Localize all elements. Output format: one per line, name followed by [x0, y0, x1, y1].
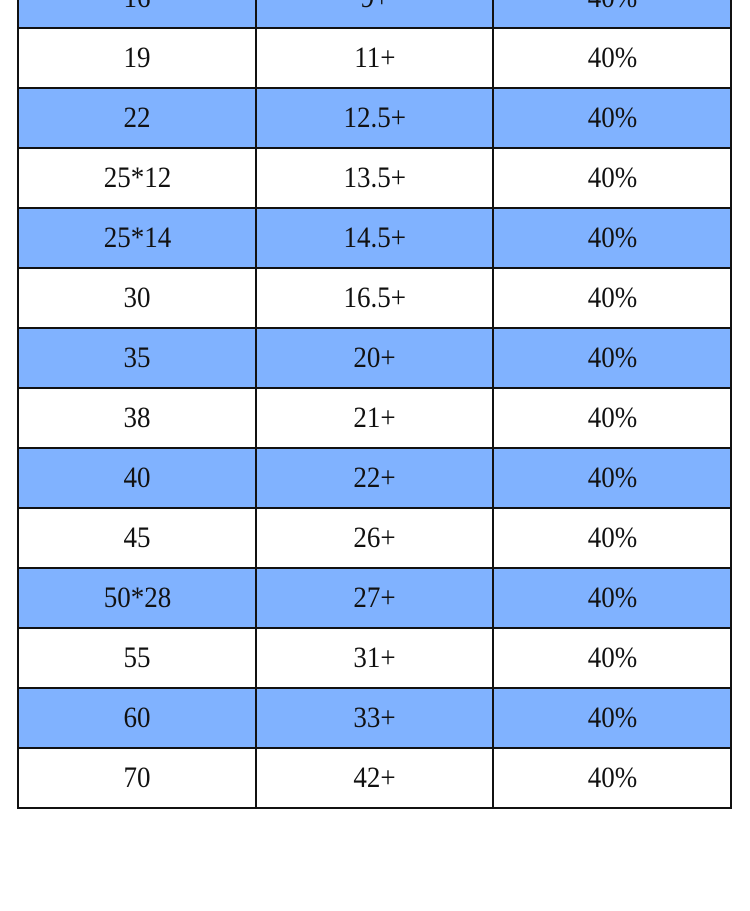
- cell-text: 40%: [587, 701, 637, 734]
- table-cell: 14.5+: [255, 207, 494, 269]
- table-row: 25*12 13.5+ 40%: [17, 147, 732, 209]
- table-row: 30 16.5+ 40%: [17, 267, 732, 329]
- cell-text: 11+: [353, 41, 396, 74]
- table-cell: 40%: [492, 447, 732, 509]
- size-table: 169+40%1911+40%2212.5+40%25*1213.5+40%25…: [17, 0, 732, 809]
- cell-text: 30: [123, 281, 151, 314]
- cell-text: 70: [123, 761, 151, 794]
- table-cell: 70: [17, 747, 257, 809]
- table-cell: 20+: [255, 327, 494, 389]
- table-cell: 40%: [492, 27, 732, 89]
- cell-text: 40%: [587, 101, 637, 134]
- cell-text: 40%: [587, 0, 637, 15]
- cell-text: 38: [123, 401, 151, 434]
- cell-text: 16.5+: [343, 281, 406, 314]
- table-cell: 22: [17, 87, 257, 149]
- table-row: 35 20+ 40%: [17, 327, 732, 389]
- table-cell: 40%: [492, 327, 732, 389]
- table-row: 40 22+ 40%: [17, 447, 732, 509]
- table-cell: 26+: [255, 507, 494, 569]
- cell-text: 40%: [587, 461, 637, 494]
- table-cell: 50*28: [17, 567, 257, 629]
- cell-text: 42+: [353, 761, 396, 794]
- cell-text: 40%: [587, 341, 637, 374]
- table-row: 50*28 27+ 40%: [17, 567, 732, 629]
- table-cell: 27+: [255, 567, 494, 629]
- cell-text: 27+: [353, 581, 396, 614]
- table-row: 38 21+ 40%: [17, 387, 732, 449]
- table-row: 22 12.5+ 40%: [17, 87, 732, 149]
- cell-text: 33+: [353, 701, 396, 734]
- table-cell: 25*12: [17, 147, 257, 209]
- cell-text: 14.5+: [343, 221, 406, 254]
- table-cell: 22+: [255, 447, 494, 509]
- table-cell: 33+: [255, 687, 494, 749]
- cell-text: 22: [123, 101, 151, 134]
- table-cell: 40%: [492, 387, 732, 449]
- table-cell: 40%: [492, 567, 732, 629]
- table-row: 16 9+ 40%: [17, 0, 732, 29]
- table-cell: 38: [17, 387, 257, 449]
- cell-text: 25*14: [103, 221, 171, 254]
- table-cell: 30: [17, 267, 257, 329]
- table-cell: 40: [17, 447, 257, 509]
- cell-text: 35: [123, 341, 151, 374]
- cell-text: 45: [123, 521, 151, 554]
- table-row: 60 33+ 40%: [17, 687, 732, 749]
- cell-text: 40%: [587, 161, 637, 194]
- cell-text: 16: [124, 0, 151, 15]
- table-row: 70 42+ 40%: [17, 747, 732, 809]
- cell-text: 22+: [353, 461, 396, 494]
- cell-text: 40%: [587, 521, 637, 554]
- cell-text: 25*12: [103, 161, 171, 194]
- cell-text: 40%: [587, 221, 637, 254]
- table-cell: 16: [17, 0, 257, 29]
- cell-text: 40%: [587, 281, 637, 314]
- table-cell: 11+: [255, 27, 494, 89]
- table-cell: 25*14: [17, 207, 257, 269]
- table-cell: 40%: [492, 0, 732, 29]
- cell-text: 26+: [353, 521, 396, 554]
- table-row: 19 11+ 40%: [17, 27, 732, 89]
- table-cell: 40%: [492, 627, 732, 689]
- table-cell: 40%: [492, 687, 732, 749]
- cell-text: 21+: [353, 401, 396, 434]
- cell-text: 40%: [587, 41, 637, 74]
- cell-text: 40%: [587, 641, 637, 674]
- cell-text: 31+: [353, 641, 396, 674]
- table-cell: 40%: [492, 267, 732, 329]
- cell-text: 13.5+: [343, 161, 406, 194]
- table-row: 55 31+ 40%: [17, 627, 732, 689]
- cell-text: 20+: [353, 341, 396, 374]
- table-cell: 45: [17, 507, 257, 569]
- table-row: 45 26+ 40%: [17, 507, 732, 569]
- cell-text: 50*28: [103, 581, 171, 614]
- table-cell: 42+: [255, 747, 494, 809]
- table-row: 25*14 14.5+ 40%: [17, 207, 732, 269]
- table-cell: 19: [17, 27, 257, 89]
- table-cell: 40%: [492, 87, 732, 149]
- cell-text: 40%: [587, 401, 637, 434]
- table-cell: 60: [17, 687, 257, 749]
- cell-text: 60: [123, 701, 151, 734]
- cell-text: 19: [123, 41, 151, 74]
- table-cell: 12.5+: [255, 87, 494, 149]
- table-cell: 35: [17, 327, 257, 389]
- table-cell: 16.5+: [255, 267, 494, 329]
- table-cell: 9+: [255, 0, 494, 29]
- table-cell: 55: [17, 627, 257, 689]
- table-cell: 40%: [492, 747, 732, 809]
- cell-text: 12.5+: [343, 101, 406, 134]
- table-cell: 40%: [492, 507, 732, 569]
- cell-text: 9+: [360, 0, 389, 15]
- table-cell: 40%: [492, 147, 732, 209]
- table-cell: 31+: [255, 627, 494, 689]
- cell-text: 40: [123, 461, 151, 494]
- table-cell: 21+: [255, 387, 494, 449]
- cell-text: 40%: [587, 581, 637, 614]
- cell-text: 40%: [587, 761, 637, 794]
- table-cell: 40%: [492, 207, 732, 269]
- table-cell: 13.5+: [255, 147, 494, 209]
- cell-text: 55: [123, 641, 151, 674]
